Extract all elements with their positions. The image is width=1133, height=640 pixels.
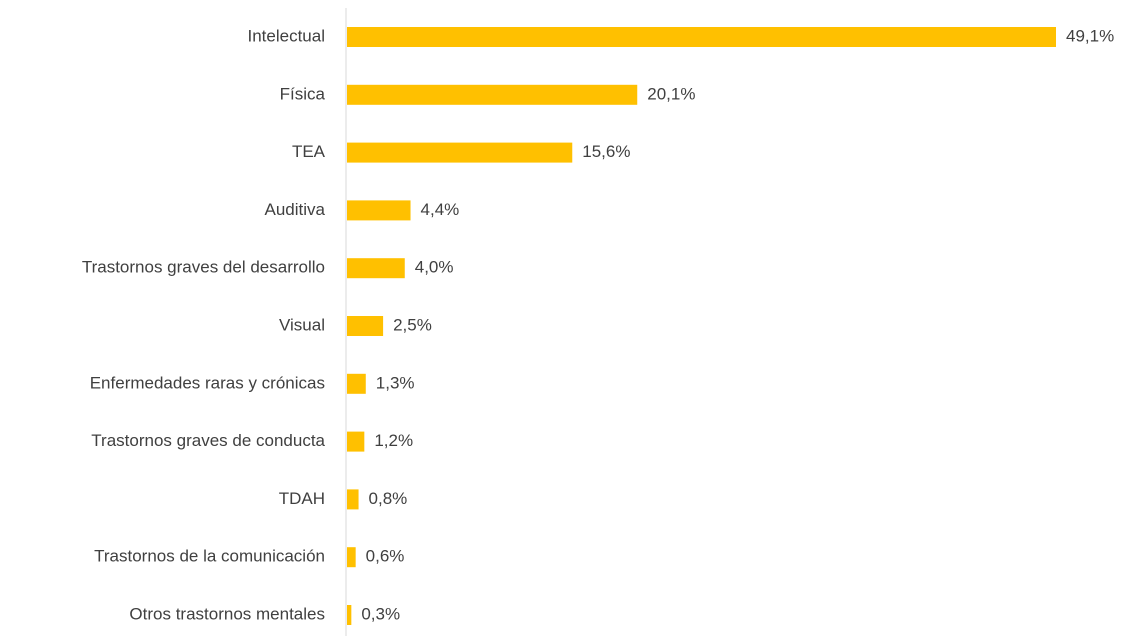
value-label: 4,0%: [415, 258, 454, 277]
category-label: Auditiva: [265, 200, 326, 219]
value-label: 49,1%: [1066, 26, 1114, 45]
value-label: 0,3%: [361, 604, 400, 623]
bar: [347, 547, 356, 568]
bar: [347, 258, 405, 279]
bar: [347, 142, 573, 163]
bar: [347, 431, 365, 452]
category-label: Otros trastornos mentales: [129, 604, 325, 623]
value-label: 15,6%: [582, 142, 630, 161]
category-label: Trastornos de la comunicación: [94, 547, 325, 566]
value-label: 1,3%: [376, 373, 415, 392]
category-label: Intelectual: [248, 26, 326, 45]
bar: [347, 200, 411, 221]
category-label: Física: [280, 84, 326, 103]
value-label: 2,5%: [393, 315, 432, 334]
bar: [347, 316, 384, 336]
category-label: Trastornos graves del desarrollo: [82, 258, 325, 277]
bar: [347, 605, 352, 625]
bar: [347, 373, 366, 394]
value-label: 4,4%: [421, 200, 460, 219]
category-label: TDAH: [279, 489, 325, 508]
value-label: 20,1%: [647, 84, 695, 103]
category-label: Enfermedades raras y crónicas: [90, 373, 325, 392]
bar: [347, 84, 638, 105]
value-label: 0,6%: [366, 547, 405, 566]
bar: [347, 27, 1057, 47]
category-label: Visual: [279, 315, 325, 334]
value-label: 0,8%: [369, 489, 408, 508]
category-label: TEA: [292, 142, 326, 161]
value-label: 1,2%: [374, 431, 413, 450]
category-label: Trastornos graves de conducta: [91, 431, 325, 450]
bar: [347, 489, 359, 510]
